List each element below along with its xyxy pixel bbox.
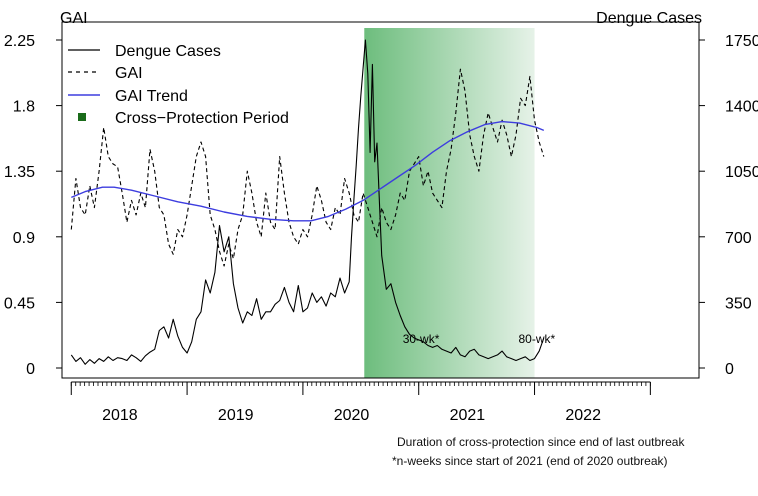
right-axis-tick-label: 1050 [725,164,758,181]
legend-label-dengue-cases: Dengue Cases [115,43,221,60]
x-axis-year-label: 2022 [565,407,601,424]
x-axis-year-label: 2020 [334,407,370,424]
right-axis-tick-label: 700 [725,230,752,247]
left-axis-tick-label: 0 [26,361,35,378]
legend-label-cross-protection: Cross−Protection Period [115,110,289,127]
x-axis-year-label: 2019 [218,407,254,424]
left-axis-tick-label: 1.8 [13,99,35,116]
annotation-label: 30-wk* [403,332,440,346]
x-axis-year-label: 2018 [102,407,138,424]
series-line-dengue-cases [70,39,545,365]
legend-label-gai-trend: GAI Trend [115,88,188,105]
legend-key-cross-protection [78,113,86,121]
left-axis-tick-label: 2.25 [4,33,35,50]
left-axis-tick-label: 0.45 [4,295,35,312]
right-axis-tick-label: 1400 [725,99,758,116]
series-line-gai [70,68,545,267]
cross-protection-region [364,28,535,378]
footnote-line-1: Duration of cross-protection since end o… [397,435,685,449]
right-axis-tick-label: 0 [725,361,734,378]
left-axis-title: GAI [60,10,88,27]
right-axis-tick-label: 1750 [725,33,758,50]
legend-label-gai: GAI [115,65,143,82]
footnote-line-2: *n-weeks since start of 2021 (end of 202… [392,454,668,468]
left-axis-tick-label: 1.35 [4,164,35,181]
left-axis-tick-label: 0.9 [13,230,35,247]
annotation-label: 80-wk* [519,332,556,346]
plot-area-frame [61,21,700,379]
series-line-gai-trend [71,120,545,222]
legend: Dengue Cases GAI GAI Trend Cross−Protect… [68,43,289,127]
x-axis-year-label: 2021 [450,407,486,424]
right-axis-title: Dengue Cases [596,10,702,27]
right-axis-tick-label: 350 [725,295,752,312]
